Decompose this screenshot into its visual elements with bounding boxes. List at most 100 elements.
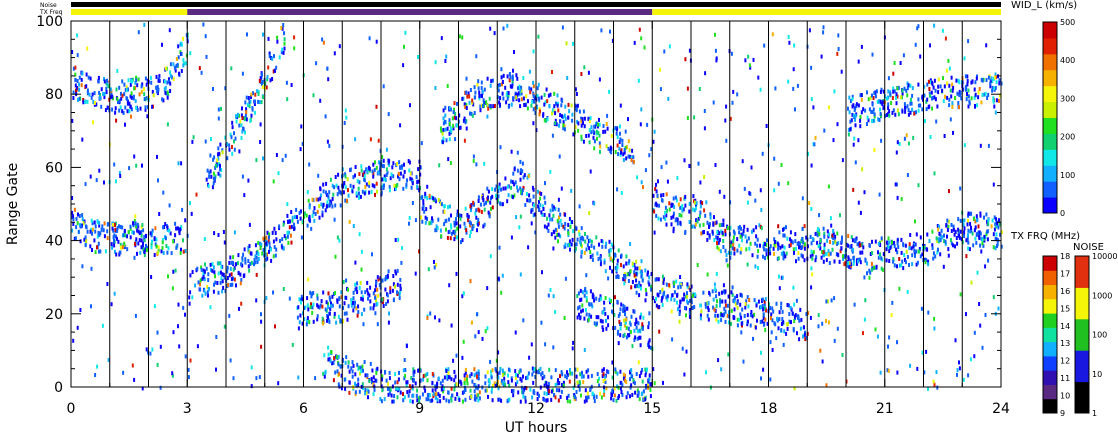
track-point	[330, 304, 333, 309]
track-point	[645, 370, 648, 375]
scatter-point	[366, 280, 369, 285]
track-point	[280, 50, 283, 55]
track-point	[483, 222, 486, 227]
track-point	[974, 236, 977, 241]
track-point	[914, 253, 916, 258]
scatter-point	[532, 49, 535, 54]
track-point	[910, 101, 913, 106]
track-point	[814, 231, 817, 236]
track-point	[557, 398, 560, 403]
track-point	[347, 287, 349, 292]
track-point	[902, 243, 905, 248]
track-point	[840, 246, 843, 251]
scatter-point	[238, 149, 241, 154]
track-point	[342, 184, 345, 189]
scatter-point	[609, 29, 611, 34]
track-point	[350, 298, 353, 302]
scatter-point	[76, 53, 79, 58]
track-point	[538, 112, 541, 117]
scatter-point	[903, 136, 906, 141]
scatter-point	[531, 366, 534, 371]
track-point	[416, 388, 419, 393]
track-point	[546, 117, 549, 122]
scatter-point	[106, 282, 109, 286]
track-point	[182, 36, 185, 41]
track-point	[116, 228, 119, 233]
track-point	[79, 223, 81, 228]
track-point	[963, 234, 966, 238]
track-point	[498, 182, 501, 187]
noise-bar	[71, 2, 1001, 7]
track-point	[859, 93, 862, 98]
track-point	[622, 277, 625, 282]
track-point	[333, 314, 336, 319]
scatter-point	[947, 58, 950, 63]
track-point	[661, 274, 664, 279]
track-point	[579, 240, 582, 245]
scatter-point	[604, 244, 607, 249]
track-point	[655, 189, 658, 194]
track-point	[230, 260, 233, 265]
track-point	[118, 85, 121, 90]
track-point	[459, 240, 462, 245]
track-point	[928, 87, 931, 91]
track-point	[913, 111, 916, 116]
scatter-point	[248, 222, 251, 227]
scatter-point	[447, 157, 450, 162]
track-point	[463, 381, 466, 385]
track-point	[396, 282, 399, 287]
track-point	[778, 317, 781, 322]
track-point	[376, 287, 379, 292]
scatter-background	[71, 22, 1000, 391]
track-point	[448, 121, 451, 126]
track-point	[311, 310, 314, 315]
colorbar-swatch	[1043, 270, 1057, 286]
track-point	[422, 374, 425, 379]
track-point	[455, 221, 458, 226]
track-point	[456, 213, 459, 217]
scatter-point	[362, 322, 365, 327]
track-point	[714, 313, 717, 318]
track-point	[715, 304, 718, 309]
scatter-point	[741, 159, 744, 164]
track-point	[453, 107, 455, 112]
track-point	[804, 337, 807, 342]
colorbar-tick-label: 500	[1060, 18, 1075, 27]
track-point	[398, 387, 401, 392]
scatter-point	[510, 149, 513, 154]
track-point	[316, 314, 319, 319]
track-point	[327, 291, 330, 296]
track-point	[504, 383, 507, 387]
track-point	[998, 81, 1001, 86]
scatter-point	[874, 327, 877, 332]
track-point	[552, 205, 555, 210]
track-point	[792, 328, 795, 333]
track-point	[477, 376, 480, 381]
track-point	[957, 217, 960, 222]
track-point	[827, 249, 830, 254]
scatter-point	[86, 46, 89, 51]
track-point	[803, 242, 806, 247]
scatter-point	[201, 293, 204, 298]
track-point	[386, 386, 389, 391]
track-point	[392, 399, 395, 404]
track-point	[363, 170, 366, 175]
scatter-point	[328, 143, 331, 148]
scatter-point	[887, 344, 889, 349]
track-point	[489, 83, 492, 88]
scatter-point	[200, 70, 203, 75]
track-point	[630, 314, 633, 319]
track-point	[422, 199, 425, 204]
track-point	[259, 76, 262, 81]
track-point	[773, 251, 776, 256]
track-point	[174, 221, 177, 226]
track-point	[328, 190, 331, 195]
track-point	[660, 298, 663, 303]
track-point	[145, 248, 148, 253]
scatter-point	[306, 190, 309, 195]
track-point	[333, 185, 336, 190]
track-point	[608, 253, 611, 258]
track-point	[312, 319, 315, 324]
track-point	[406, 390, 409, 395]
track-point	[84, 99, 87, 104]
